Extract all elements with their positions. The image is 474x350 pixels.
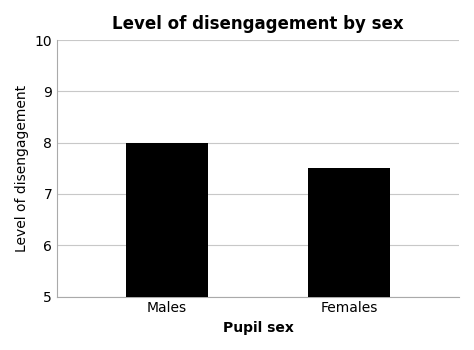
Bar <box>308 168 391 296</box>
X-axis label: Pupil sex: Pupil sex <box>223 321 293 335</box>
Title: Level of disengagement by sex: Level of disengagement by sex <box>112 15 404 33</box>
Bar <box>126 143 208 296</box>
Y-axis label: Level of disengagement: Level of disengagement <box>15 85 29 252</box>
